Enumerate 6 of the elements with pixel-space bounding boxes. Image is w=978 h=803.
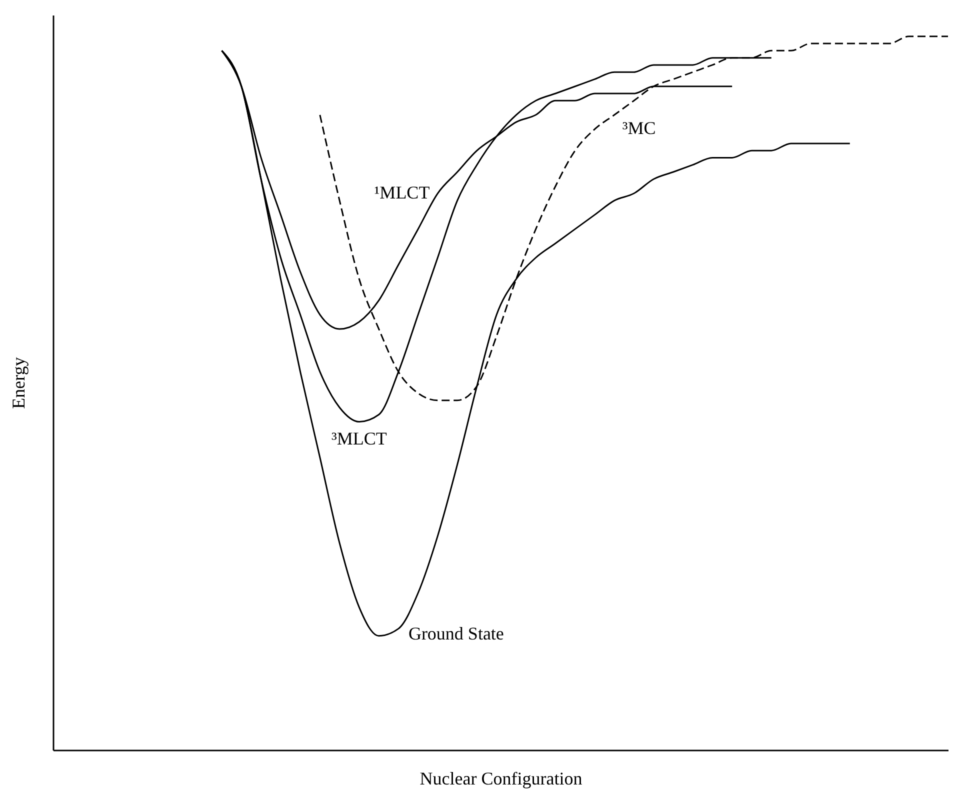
series-label: Ground State xyxy=(408,624,504,644)
series-label: ³MC xyxy=(622,118,656,138)
x-axis-title: Nuclear Configuration xyxy=(420,768,582,788)
series-label: ¹MLCT xyxy=(374,182,430,202)
y-axis-title: Energy xyxy=(8,357,28,409)
series-label: ³MLCT xyxy=(331,428,387,449)
